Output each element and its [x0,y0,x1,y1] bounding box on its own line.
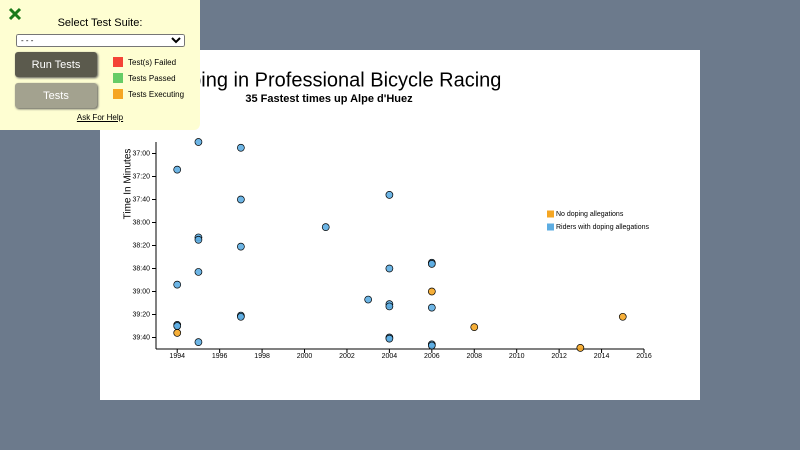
data-point [364,295,373,304]
data-point [237,242,245,251]
data-point [618,312,627,321]
data-point [237,195,245,204]
x-tick-label: 2000 [297,353,313,360]
help-link[interactable]: Ask For Help [76,113,124,122]
status-swatch [113,89,123,99]
x-tick-label: 2010 [509,353,525,360]
run-tests-button[interactable]: Run Tests [15,52,97,77]
status-swatch [113,73,123,83]
legend-label: Riders with doping allegations [556,224,649,231]
y-tick-label: 39:20 [132,311,150,318]
y-tick-label: 38:40 [132,265,150,272]
x-tick-label: 2016 [636,353,652,360]
chart-subtitle: 35 Fastest times up Alpe d'Huez [245,93,413,105]
status-item: Test(s) Failed [113,57,176,67]
close-button[interactable] [8,7,22,21]
test-panel: Select Test Suite: - - - Run Tests Tests… [0,0,200,130]
y-tick-label: 39:40 [132,334,150,341]
tests-button[interactable]: Tests [15,83,97,108]
y-tick-label: 38:20 [132,242,150,249]
y-tick-label: 37:00 [132,150,150,157]
y-tick-label: 37:40 [132,196,150,203]
data-point [385,302,394,311]
legend-swatch [547,223,554,231]
data-point [173,329,182,337]
chart: Doping in Professional Bicycle Racing 35… [123,69,652,360]
data-point [173,322,182,330]
data-point [173,165,182,174]
status-item: Tests Executing [113,89,184,99]
x-tick-label: 1994 [169,353,185,360]
x-tick-label: 2014 [594,353,610,360]
data-point [194,268,203,276]
y-tick-label: 37:20 [132,173,150,180]
data-point [427,260,436,268]
data-point [194,235,203,244]
status-swatch [113,57,123,67]
status-item: Tests Passed [113,73,176,83]
status-label: Tests Executing [128,89,185,99]
data-point [321,223,330,231]
data-point [427,287,436,296]
data-point [173,280,182,289]
data-point [385,264,394,273]
data-point [385,191,394,199]
legend-label: No doping allegations [556,211,624,218]
suite-heading: Select Test Suite: [57,17,143,29]
data-point [576,344,585,352]
x-tick-label: 2002 [339,353,355,360]
y-tick-label: 39:00 [132,288,150,295]
x-tick-label: 1998 [254,353,270,360]
chart-card: Doping in Professional Bicycle Racing 35… [100,50,700,400]
data-point [194,338,203,346]
data-point [470,323,479,331]
data-point [237,143,245,152]
legend-swatch [547,210,554,218]
data-point [385,334,394,343]
x-tick-label: 2008 [466,353,482,360]
y-tick-label: 38:00 [132,219,150,226]
status-label: Tests Passed [128,73,176,83]
data-point [194,138,203,146]
y-axis-label: Time In Minutes [123,149,134,220]
data-point [237,312,245,321]
status-label: Test(s) Failed [128,57,177,67]
x-tick-label: 2004 [382,353,398,360]
x-tick-label: 1996 [212,353,228,360]
data-point [427,341,436,350]
data-point [427,303,436,312]
x-tick-label: 2006 [424,353,440,360]
x-tick-label: 2012 [551,353,567,360]
suite-select[interactable]: - - - [16,34,185,47]
chart-title: Doping in Professional Bicycle Racing [165,69,502,91]
